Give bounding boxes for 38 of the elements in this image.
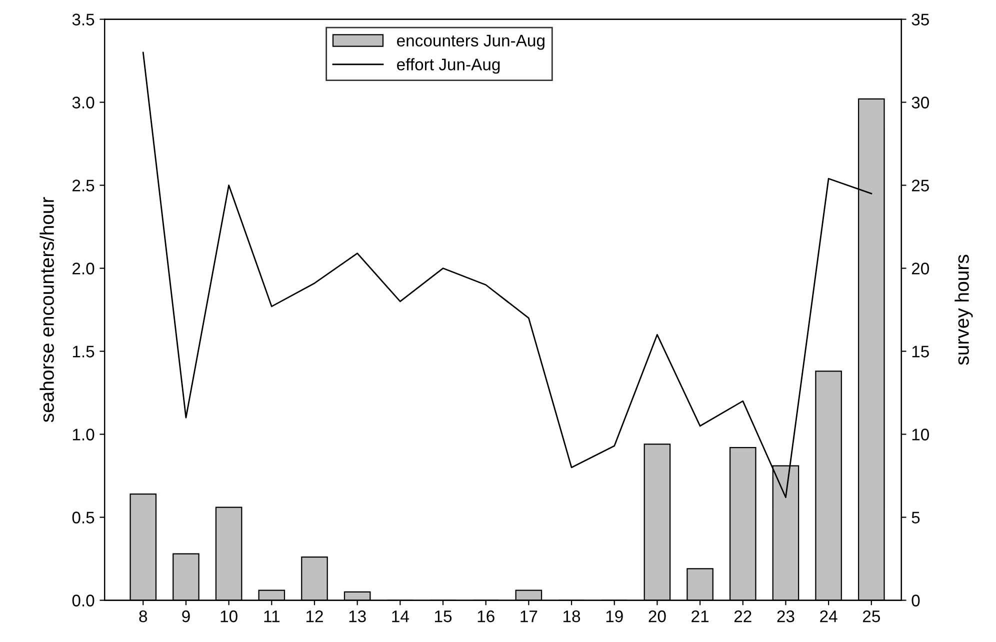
x-tick-label: 11	[264, 610, 280, 622]
y2-tick-label: 30	[912, 96, 929, 108]
x-tick-label: 24	[820, 610, 838, 622]
x-tick-label: 12	[306, 610, 323, 622]
y-axis-title: seahorse encounters/hour	[40, 197, 54, 422]
x-tick-label: 21	[692, 610, 708, 622]
y-tick-label: 3.0	[72, 96, 94, 108]
y2-tick-label: 35	[912, 14, 929, 26]
legend-label: encounters Jun-Aug	[397, 34, 544, 50]
x-tick-label: 14	[392, 610, 409, 622]
x-tick-label: 13	[349, 610, 366, 622]
y2-tick-label: 10	[912, 428, 929, 440]
x-tick-label: 16	[478, 610, 494, 622]
y-tick-label: 0.0	[72, 594, 94, 606]
x-tick-label: 19	[606, 610, 623, 622]
y2-tick-label: 5	[912, 512, 920, 524]
x-tick-label: 23	[777, 610, 794, 622]
legend-label: effort Jun-Aug	[397, 58, 500, 74]
y-tick-label: 2.5	[72, 180, 94, 192]
x-tick-label: 9	[182, 610, 190, 622]
y2-tick-label: 15	[912, 346, 929, 358]
y-tick-label: 1.5	[72, 346, 94, 358]
y2-axis-title: survey hours	[954, 254, 973, 365]
x-tick-label: 8	[139, 610, 148, 622]
y-tick-label: 2.0	[72, 262, 94, 274]
x-tick-label: 17	[520, 610, 538, 622]
y-tick-label: 3.5	[72, 14, 94, 26]
y-tick-label: 1.0	[72, 428, 94, 440]
y2-tick-label: 25	[912, 180, 929, 192]
x-tick-label: 22	[734, 610, 752, 622]
x-tick-label: 18	[564, 610, 580, 622]
x-tick-label: 25	[862, 610, 880, 622]
x-tick-label: 20	[648, 610, 666, 622]
y2-tick-label: 0	[912, 594, 920, 606]
y-tick-label: 0.5	[72, 512, 94, 524]
x-tick-label: 15	[435, 610, 452, 622]
x-tick-label: 10	[220, 610, 238, 622]
y2-tick-label: 20	[912, 262, 929, 274]
